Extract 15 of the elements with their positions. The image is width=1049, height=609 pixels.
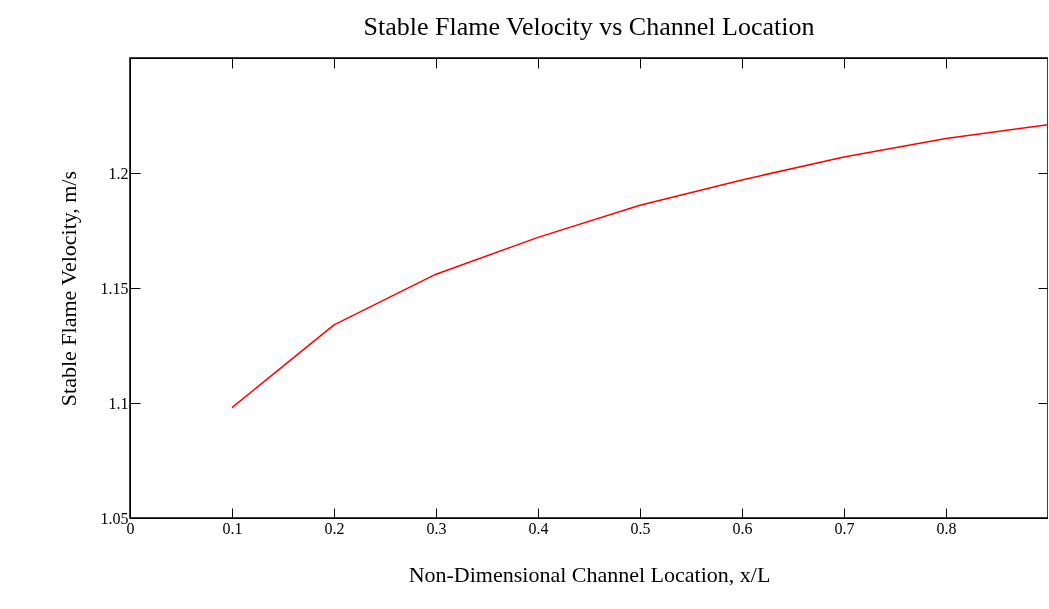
y-axis-title: Stable Flame Velocity, m/s: [55, 170, 81, 407]
x-tick-label: 0.8: [936, 519, 957, 537]
x-tick-label: 0.3: [426, 519, 447, 537]
x-tick-label: 0.2: [324, 519, 345, 537]
x-axis-title: Non-Dimensional Channel Location, x/L: [408, 561, 771, 587]
x-tick-label: 0.7: [834, 519, 855, 537]
line-series: [231, 123, 1048, 409]
x-tick-label: 0.4: [528, 519, 549, 537]
x-tick-label: 0.1: [222, 519, 243, 537]
x-tick-label: 0.5: [630, 519, 651, 537]
x-tick-label: 0.6: [732, 519, 753, 537]
y-tick-label: 1.1: [108, 394, 129, 412]
y-tick-label: 1.2: [108, 164, 129, 182]
y-tick-label: 1.15: [100, 279, 129, 297]
chart-title: Stable Flame Velocity vs Channel Location: [363, 11, 815, 41]
